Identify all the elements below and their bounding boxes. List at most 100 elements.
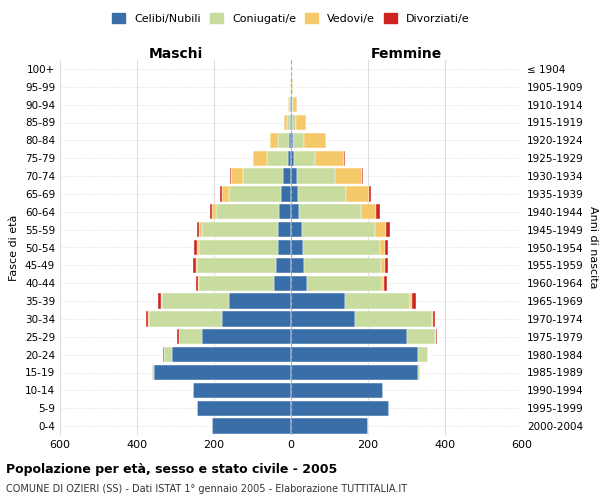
Bar: [197, 222, 199, 237]
Bar: [302, 222, 375, 237]
Bar: [164, 347, 172, 362]
Bar: [230, 168, 232, 184]
Bar: [298, 186, 346, 202]
Bar: [163, 347, 164, 362]
Bar: [196, 276, 198, 291]
Bar: [380, 240, 385, 255]
Bar: [289, 133, 291, 148]
Bar: [291, 347, 418, 362]
Bar: [292, 79, 293, 94]
Bar: [307, 276, 382, 291]
Bar: [291, 312, 355, 326]
Bar: [172, 347, 291, 362]
Bar: [418, 365, 420, 380]
Bar: [291, 400, 389, 416]
Bar: [267, 150, 288, 166]
Bar: [222, 312, 291, 326]
Bar: [433, 312, 434, 326]
Bar: [369, 186, 371, 202]
Bar: [210, 204, 212, 220]
Bar: [288, 97, 289, 112]
Bar: [280, 204, 291, 220]
Bar: [154, 365, 291, 380]
Bar: [291, 418, 368, 434]
Bar: [291, 294, 345, 308]
Bar: [287, 115, 290, 130]
Bar: [243, 168, 283, 184]
Bar: [376, 204, 380, 220]
Bar: [291, 240, 302, 255]
Bar: [193, 383, 291, 398]
Bar: [355, 312, 431, 326]
Bar: [290, 97, 291, 112]
Bar: [375, 222, 386, 237]
Bar: [202, 329, 291, 344]
Bar: [382, 258, 385, 273]
Bar: [199, 276, 274, 291]
Bar: [278, 222, 291, 237]
Bar: [304, 133, 326, 148]
Bar: [283, 168, 291, 184]
Bar: [291, 329, 407, 344]
Bar: [198, 276, 199, 291]
Bar: [292, 115, 296, 130]
Bar: [158, 294, 161, 308]
Bar: [291, 115, 292, 130]
Bar: [229, 186, 281, 202]
Bar: [199, 240, 278, 255]
Text: COMUNE DI OZIERI (SS) - Dati ISTAT 1° gennaio 2005 - Elaborazione TUTTITALIA.IT: COMUNE DI OZIERI (SS) - Dati ISTAT 1° ge…: [6, 484, 407, 494]
Bar: [291, 97, 292, 112]
Bar: [385, 240, 388, 255]
Bar: [304, 258, 382, 273]
Bar: [291, 222, 302, 237]
Bar: [148, 312, 149, 326]
Bar: [289, 97, 290, 112]
Text: Femmine: Femmine: [371, 47, 442, 61]
Bar: [291, 258, 304, 273]
Bar: [346, 186, 369, 202]
Bar: [202, 222, 278, 237]
Bar: [291, 365, 418, 380]
Bar: [296, 115, 305, 130]
Bar: [335, 168, 362, 184]
Bar: [293, 133, 304, 148]
Bar: [212, 418, 291, 434]
Bar: [232, 168, 243, 184]
Bar: [288, 150, 291, 166]
Bar: [194, 240, 197, 255]
Bar: [292, 97, 293, 112]
Text: Popolazione per età, sesso e stato civile - 2005: Popolazione per età, sesso e stato civil…: [6, 462, 337, 475]
Bar: [220, 186, 222, 202]
Bar: [291, 150, 294, 166]
Bar: [407, 329, 436, 344]
Bar: [229, 294, 291, 308]
Bar: [386, 222, 389, 237]
Bar: [161, 294, 162, 308]
Bar: [197, 240, 199, 255]
Bar: [197, 400, 291, 416]
Bar: [199, 222, 202, 237]
Text: Maschi: Maschi: [148, 47, 203, 61]
Bar: [384, 276, 387, 291]
Y-axis label: Fasce di età: Fasce di età: [10, 214, 19, 280]
Bar: [299, 204, 361, 220]
Bar: [197, 258, 277, 273]
Bar: [436, 329, 437, 344]
Bar: [222, 186, 229, 202]
Bar: [193, 258, 196, 273]
Bar: [412, 294, 416, 308]
Bar: [431, 312, 433, 326]
Bar: [302, 240, 380, 255]
Bar: [216, 204, 280, 220]
Bar: [410, 294, 412, 308]
Bar: [212, 204, 216, 220]
Bar: [196, 258, 197, 273]
Bar: [291, 168, 297, 184]
Bar: [253, 150, 267, 166]
Bar: [152, 365, 154, 380]
Bar: [344, 150, 345, 166]
Bar: [382, 276, 384, 291]
Y-axis label: Anni di nascita: Anni di nascita: [587, 206, 598, 289]
Bar: [284, 115, 287, 130]
Bar: [179, 329, 202, 344]
